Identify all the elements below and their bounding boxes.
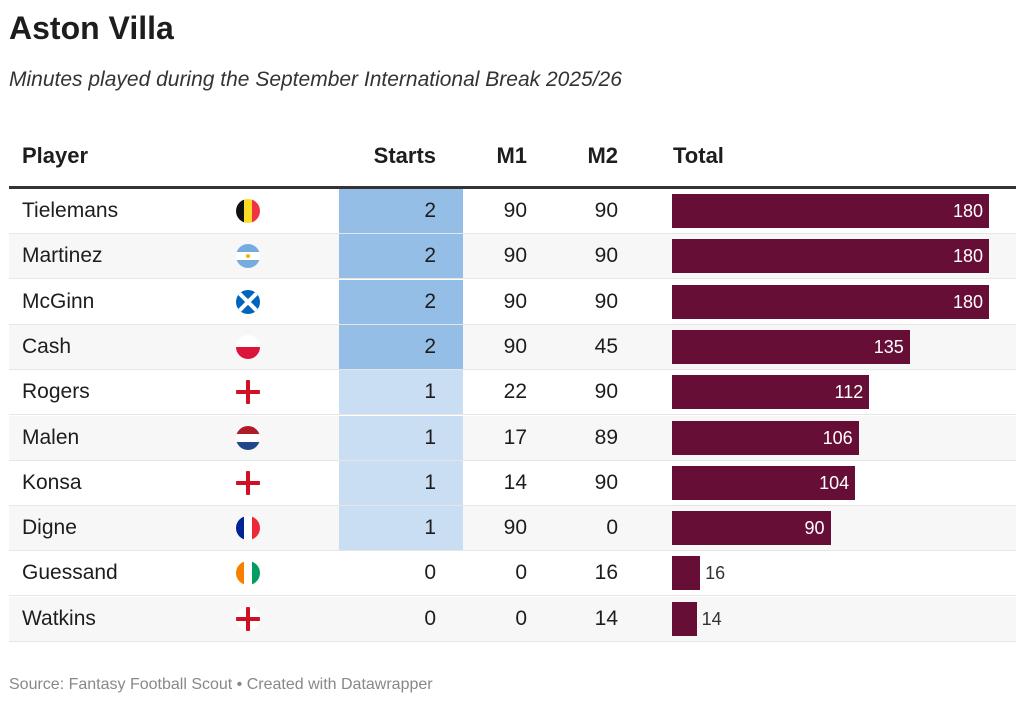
- total-bar: [672, 556, 701, 591]
- starts-value: 2: [339, 324, 463, 369]
- m1-value: 90: [503, 199, 527, 222]
- starts-value: 2: [339, 279, 463, 324]
- starts-value: 1: [339, 370, 463, 415]
- player-name: Rogers: [22, 380, 90, 404]
- player-name: Digne: [22, 516, 77, 540]
- player-name: Tielemans: [22, 199, 119, 222]
- player-name: Martinez: [22, 244, 103, 268]
- chart-subtitle: Minutes played during the September Inte…: [9, 68, 622, 91]
- scotland-flag-icon: [236, 289, 260, 314]
- table-row: Digne 1 90 0 90: [9, 506, 1016, 552]
- england-flag-icon: [236, 380, 260, 405]
- starts-value: 2: [339, 189, 463, 233]
- starts-value: 1: [339, 460, 463, 505]
- total-bar: [672, 194, 989, 228]
- table-row: Konsa 1 14 90 104: [9, 460, 1016, 506]
- m2-value: 90: [594, 244, 618, 268]
- total-label: 180: [952, 246, 983, 267]
- table-row: Tielemans 2 90 90 180: [9, 189, 1016, 234]
- england-flag-icon: [236, 470, 260, 495]
- m1-value: 90: [503, 516, 527, 540]
- total-bar: [672, 239, 989, 274]
- m2-value: 90: [594, 380, 618, 404]
- header-starts[interactable]: Starts: [373, 143, 436, 168]
- france-flag-icon: [236, 516, 260, 541]
- total-label: 112: [834, 382, 864, 403]
- player-name: Watkins: [22, 606, 96, 630]
- england-flag-icon: [236, 606, 260, 631]
- argentina-flag-icon: [236, 244, 260, 269]
- total-bar: [672, 284, 989, 319]
- m1-value: 17: [503, 425, 527, 449]
- starts-value: 0: [424, 561, 436, 585]
- starts-value: 1: [339, 506, 463, 551]
- total-bar: [672, 465, 856, 500]
- total-bar: [672, 601, 697, 636]
- m1-value: 90: [503, 334, 527, 358]
- player-name: Cash: [22, 334, 72, 358]
- m2-value: 90: [594, 470, 618, 494]
- m2-value: 16: [594, 561, 618, 585]
- total-bar: [672, 375, 870, 410]
- total-label: 16: [705, 563, 726, 584]
- total-bar: [672, 329, 910, 364]
- source-footer: Source: Fantasy Football Scout • Created…: [9, 676, 433, 693]
- table-row: Cash 2 90 45 135: [9, 324, 1016, 370]
- header-rule: [9, 186, 1016, 189]
- m2-value: 90: [594, 289, 618, 313]
- total-label: 106: [822, 427, 853, 448]
- poland-flag-icon: [236, 334, 260, 359]
- table-row: McGinn 2 90 90 180: [9, 279, 1016, 325]
- m1-value: 14: [503, 470, 527, 494]
- total-label: 135: [873, 336, 904, 357]
- m2-value: 45: [594, 334, 618, 358]
- m1-value: 22: [503, 380, 527, 404]
- m1-value: 90: [503, 289, 527, 313]
- table-row: Martinez 2 90 90 180: [9, 234, 1016, 280]
- table-row: Rogers 1 22 90 112: [9, 370, 1016, 416]
- m2-value: 90: [594, 199, 618, 222]
- belgium-flag-icon: [236, 199, 260, 223]
- starts-value: 0: [424, 606, 436, 630]
- player-name: McGinn: [22, 289, 95, 313]
- total-label: 180: [952, 291, 983, 312]
- player-name: Malen: [22, 425, 80, 449]
- m2-value: 89: [594, 425, 618, 449]
- starts-value: 2: [339, 234, 463, 279]
- player-name: Guessand: [22, 561, 118, 585]
- starts-value: 1: [339, 415, 463, 460]
- total-label: 14: [701, 608, 722, 629]
- m2-value: 0: [606, 516, 618, 540]
- m1-value: 0: [515, 606, 527, 630]
- table-row: Watkins 0 0 14 14: [9, 596, 1016, 642]
- netherlands-flag-icon: [236, 425, 260, 450]
- total-label: 90: [804, 518, 825, 539]
- table-row: Guessand 0 0 16 16: [9, 551, 1016, 597]
- total-bar: [672, 511, 831, 546]
- table-row: Malen 1 17 89 106: [9, 415, 1016, 461]
- m1-value: 90: [503, 244, 527, 268]
- header-player[interactable]: Player: [22, 143, 89, 168]
- total-bar: [672, 420, 859, 455]
- m1-value: 0: [515, 561, 527, 585]
- header-total[interactable]: Total: [673, 143, 724, 168]
- ivory-coast-flag-icon: [236, 561, 260, 586]
- header-m1[interactable]: M1: [496, 143, 527, 168]
- total-label: 104: [819, 472, 850, 493]
- total-label: 180: [952, 201, 983, 221]
- player-name: Konsa: [22, 470, 82, 494]
- chart-title: Aston Villa: [9, 10, 174, 46]
- header-m2[interactable]: M2: [587, 143, 618, 168]
- m2-value: 14: [594, 606, 618, 630]
